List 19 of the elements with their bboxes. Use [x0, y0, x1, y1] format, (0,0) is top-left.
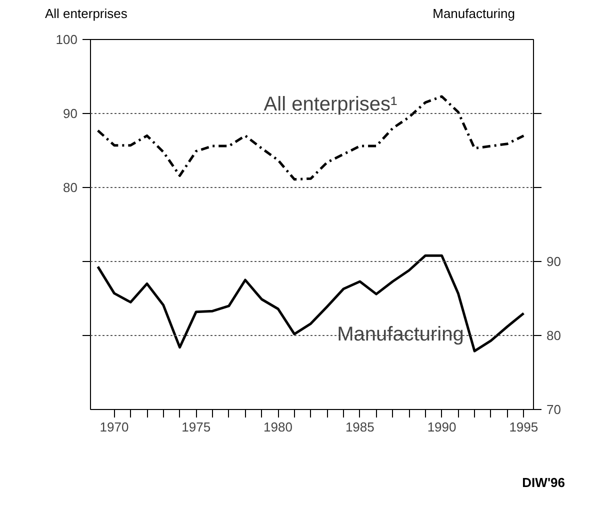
x-tick-label: 1995 [509, 419, 538, 434]
y2-tick-label: 90 [546, 254, 561, 269]
y-tick-label: 80 [63, 180, 78, 195]
line-series [96, 94, 525, 180]
y2-axis-title: Manufacturing [432, 5, 515, 23]
y-tick-label: 90 [63, 106, 78, 121]
x-tick-label: 1980 [264, 419, 292, 434]
line-series [96, 254, 525, 352]
text: DIW'96 [522, 474, 565, 492]
annotation: All enterprises¹ [264, 93, 398, 116]
x-tick-label: 1970 [100, 419, 129, 434]
y-axis-title: All enterprises [45, 5, 128, 23]
x-tick-label: 1985 [345, 419, 374, 434]
x-tick-label: 1975 [182, 419, 211, 434]
x-tick-label: 1990 [427, 419, 456, 434]
y-tick-label: 100 [56, 32, 78, 47]
y2-tick-label: 70 [546, 402, 561, 417]
annotation: Manufacturing [337, 323, 464, 346]
y2-tick-label: 80 [546, 328, 561, 343]
